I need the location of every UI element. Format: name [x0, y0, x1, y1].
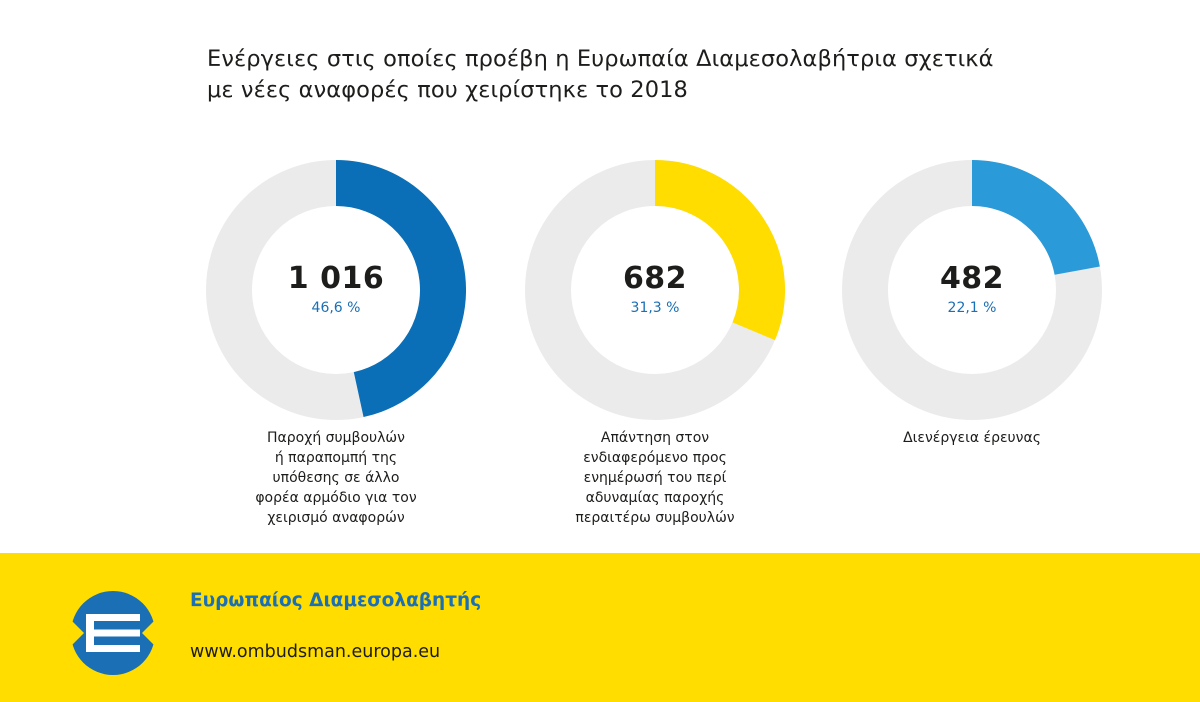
donut-svg-inquiry: [842, 160, 1102, 420]
footer-band: [0, 553, 1200, 702]
donut-slice-advice: [335, 160, 466, 418]
donut-value: 482: [939, 261, 1005, 296]
donut-value: 682: [622, 261, 688, 296]
donut-svg-reply: [525, 160, 785, 420]
donut-chart-inquiry: 482 22,1 %: [842, 160, 1102, 420]
organisation-name: Ευρωπαίος Διαμεσολαβητής: [190, 590, 482, 611]
donut-label-advice: Παροχή συμβουλών ή παραπομπή της υπόθεση…: [255, 430, 417, 526]
donut-label-reply: Απάντηση στον ενδιαφερόμενο προς ενημέρω…: [575, 430, 735, 526]
donut-percent: 31,3 %: [630, 300, 680, 316]
donut-chart-reply: 682 31,3 %: [525, 160, 785, 420]
donut-value: 1 016: [287, 261, 385, 296]
ombudsman-logo: [71, 591, 155, 675]
donut-slice-reply: [654, 160, 785, 341]
chart-title: Ενέργειες στις οποίες προέβη η Ευρωπαία …: [207, 46, 994, 103]
donut-slice-inquiry: [971, 160, 1100, 276]
website-link[interactable]: www.ombudsman.europa.eu: [190, 642, 441, 662]
donut-percent: 22,1 %: [947, 300, 997, 316]
donut-label-inquiry: Διενέργεια έρευνας: [903, 430, 1041, 446]
donut-percent: 46,6 %: [311, 300, 361, 316]
donut-chart-advice: 1 016 46,6 %: [206, 160, 466, 420]
donut-svg-advice: [206, 160, 466, 420]
